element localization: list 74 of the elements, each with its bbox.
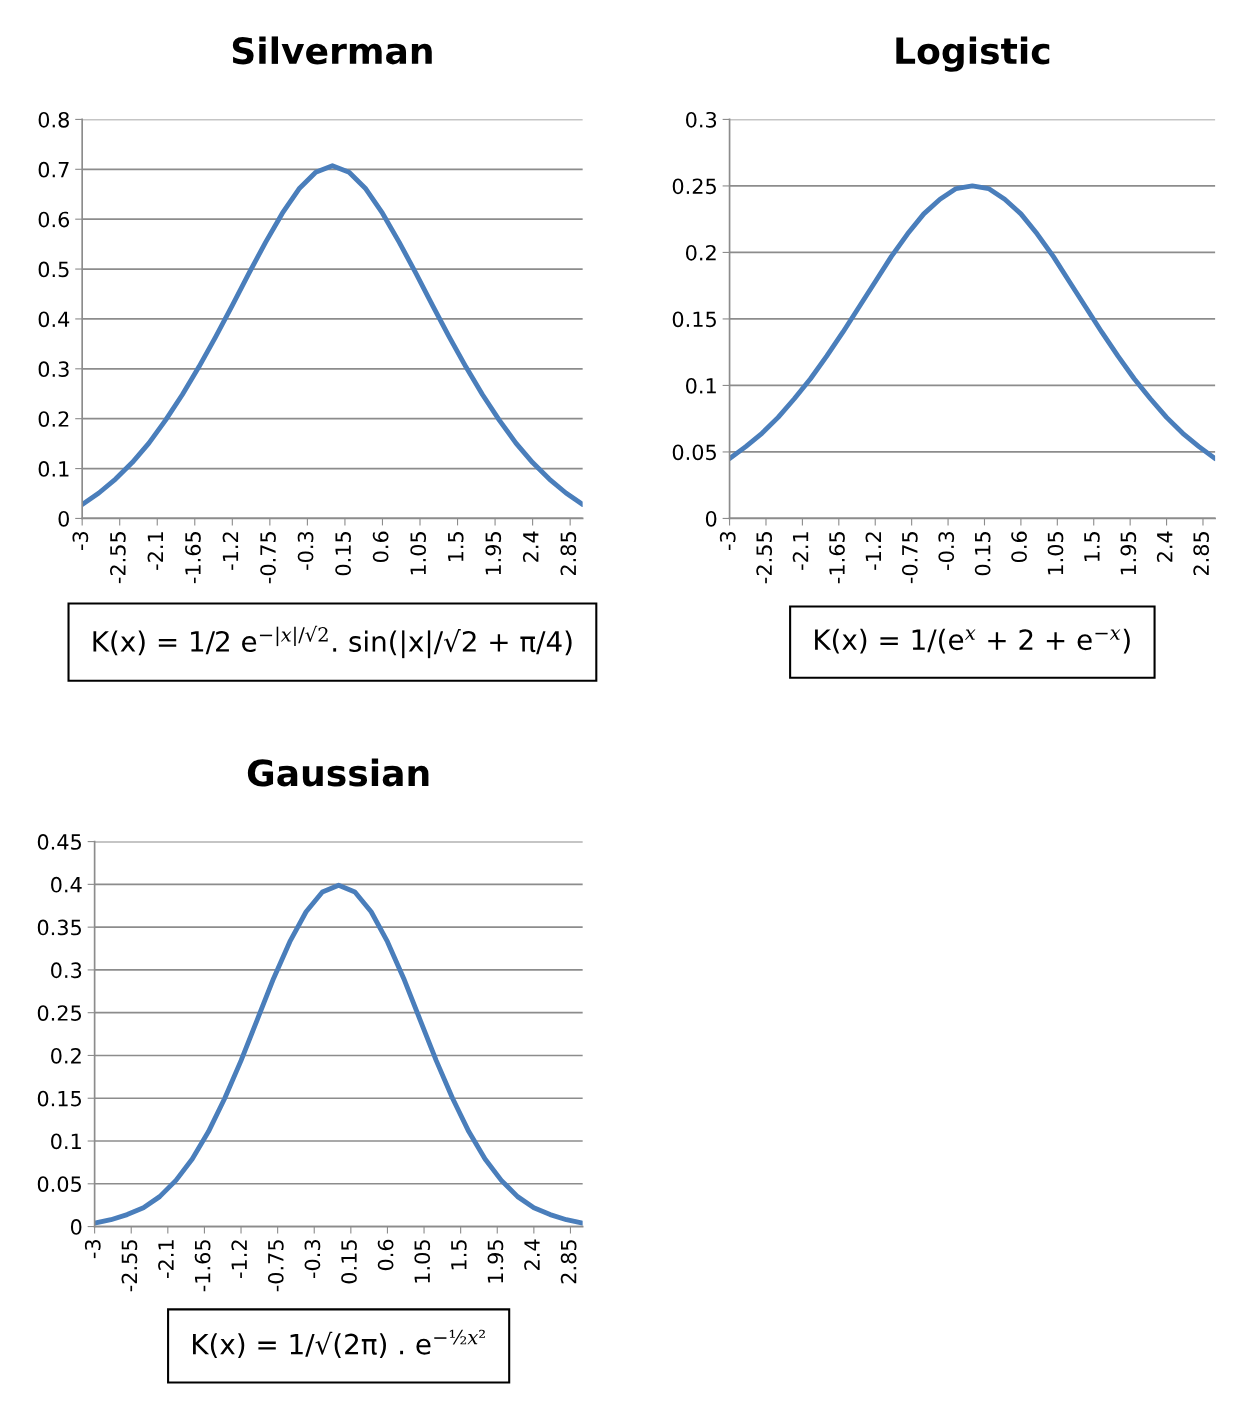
y-tick-label: 0.2 bbox=[51, 1047, 81, 1064]
y-tick-label: 0.1 bbox=[686, 377, 716, 394]
y-tick-label: 0.8 bbox=[38, 111, 69, 128]
x-tick-label: -2.1 bbox=[158, 1240, 174, 1278]
x-tick-label: -2.1 bbox=[147, 532, 163, 570]
y-tick-label: 0.4 bbox=[51, 876, 82, 893]
y-tick-label: 0.6 bbox=[38, 211, 70, 228]
y-tick-label: 0.15 bbox=[672, 311, 716, 328]
x-tick-label: 0.6 bbox=[1011, 531, 1027, 563]
y-tick-label: 0.35 bbox=[37, 919, 81, 936]
x-tick-label: -1.2 bbox=[222, 532, 239, 570]
y-tick-label: 0.3 bbox=[38, 361, 69, 378]
y-tick-label: 0.25 bbox=[672, 178, 716, 195]
x-tick-label: 0.6 bbox=[372, 531, 389, 563]
x-tick-label: -1.2 bbox=[865, 532, 881, 570]
x-tick-label: -0.75 bbox=[267, 1240, 284, 1292]
text: K(x) = 1/(e$^{x}$ + 2 + e$^{−x}$) bbox=[815, 628, 1130, 654]
x-tick-label: -2.55 bbox=[109, 532, 126, 584]
x-tick-label: -3 bbox=[72, 531, 89, 550]
x-tick-label: 0.15 bbox=[974, 532, 991, 576]
x-tick-label: -2.55 bbox=[756, 532, 773, 584]
text: K(x) = 1/√(2π) . e$^{−½x²}$ bbox=[193, 1329, 485, 1358]
x-tick-label: 0.15 bbox=[335, 532, 351, 576]
chart-title: Gaussian bbox=[247, 758, 429, 787]
x-tick-label: 1.5 bbox=[448, 532, 464, 562]
x-tick-label: 2.85 bbox=[560, 1240, 577, 1284]
y-tick-label: 0.1 bbox=[51, 1133, 81, 1150]
y-tick-label: 0.1 bbox=[38, 461, 69, 477]
x-tick-label: 2.4 bbox=[1156, 531, 1173, 562]
y-tick-label: 0.4 bbox=[38, 311, 70, 328]
x-tick-label: 2.4 bbox=[524, 1239, 540, 1270]
x-tick-label: -0.3 bbox=[938, 531, 955, 570]
x-tick-label: 1.95 bbox=[487, 1240, 504, 1283]
y-tick-label: 0.45 bbox=[37, 834, 81, 850]
y-tick-label: 0 bbox=[70, 1219, 82, 1235]
x-tick-label: -3 bbox=[84, 1240, 101, 1259]
x-tick-label: 1.95 bbox=[1120, 532, 1137, 575]
x-tick-label: 1.05 bbox=[410, 532, 427, 575]
x-tick-label: 2.85 bbox=[560, 532, 577, 576]
x-tick-label: 1.05 bbox=[414, 1240, 431, 1283]
x-tick-label: 1.5 bbox=[1084, 532, 1100, 562]
x-tick-label: -1.65 bbox=[185, 532, 201, 584]
x-tick-label: 0.6 bbox=[377, 1239, 394, 1271]
x-tick-label: 1.95 bbox=[485, 532, 502, 575]
y-tick-label: 0.15 bbox=[37, 1090, 81, 1107]
text: K(x) = 1/2 e$^{−|x|/√2}$. sin(|x|/√2 + π/4) bbox=[93, 625, 572, 659]
x-tick-label: -1.65 bbox=[194, 1240, 211, 1292]
y-tick-label: 0.5 bbox=[38, 261, 69, 278]
x-tick-label: 0.15 bbox=[341, 1240, 357, 1284]
x-tick-label: -3 bbox=[719, 531, 736, 550]
chart-title: Logistic bbox=[896, 36, 1050, 72]
x-tick-label: -2.55 bbox=[121, 1240, 138, 1292]
chart-title: Silverman bbox=[232, 36, 432, 65]
x-tick-label: 1.5 bbox=[451, 1240, 467, 1270]
y-tick-label: 0 bbox=[705, 510, 717, 527]
y-tick-label: 0.7 bbox=[38, 161, 69, 178]
x-tick-label: 2.85 bbox=[1193, 532, 1210, 576]
y-tick-label: 0.3 bbox=[51, 962, 82, 979]
x-tick-label: -0.75 bbox=[260, 532, 276, 584]
y-tick-label: 0.05 bbox=[672, 444, 716, 461]
y-tick-label: 0 bbox=[58, 510, 69, 527]
y-tick-label: 0.2 bbox=[686, 244, 716, 261]
x-tick-label: -0.75 bbox=[901, 532, 918, 584]
x-tick-label: -1.65 bbox=[829, 532, 845, 584]
x-tick-label: 2.4 bbox=[522, 531, 539, 562]
x-tick-label: -2.1 bbox=[792, 532, 809, 570]
y-tick-label: 0.05 bbox=[37, 1176, 81, 1192]
x-tick-label: -0.3 bbox=[304, 1240, 321, 1278]
y-tick-label: 0.25 bbox=[37, 1005, 81, 1021]
x-tick-label: -1.2 bbox=[231, 1240, 247, 1278]
y-tick-label: 0.3 bbox=[686, 111, 717, 128]
x-tick-label: 1.05 bbox=[1047, 532, 1064, 575]
y-tick-label: 0.2 bbox=[38, 411, 69, 427]
x-tick-label: -0.3 bbox=[297, 531, 314, 570]
